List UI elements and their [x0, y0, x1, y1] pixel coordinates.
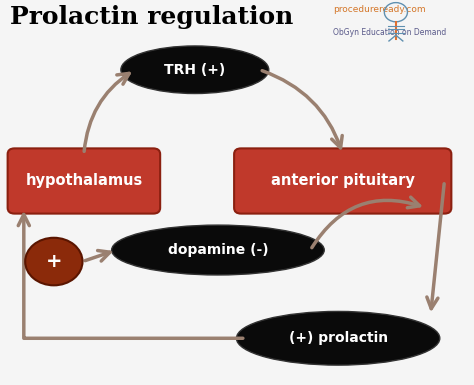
- Text: procedureready.com: procedureready.com: [334, 5, 426, 13]
- Text: TRH (+): TRH (+): [164, 63, 226, 77]
- Text: dopamine (-): dopamine (-): [168, 243, 268, 257]
- Text: Prolactin regulation: Prolactin regulation: [10, 5, 293, 28]
- Text: hypothalamus: hypothalamus: [25, 174, 143, 189]
- Text: +: +: [46, 252, 62, 271]
- Ellipse shape: [112, 225, 324, 275]
- Circle shape: [25, 238, 82, 285]
- Text: anterior pituitary: anterior pituitary: [271, 174, 415, 189]
- FancyBboxPatch shape: [8, 148, 160, 214]
- Text: ObGyn Education on Demand: ObGyn Education on Demand: [334, 28, 447, 37]
- FancyBboxPatch shape: [234, 148, 451, 214]
- Text: (+) prolactin: (+) prolactin: [289, 331, 388, 345]
- Ellipse shape: [121, 46, 269, 94]
- Ellipse shape: [237, 311, 440, 365]
